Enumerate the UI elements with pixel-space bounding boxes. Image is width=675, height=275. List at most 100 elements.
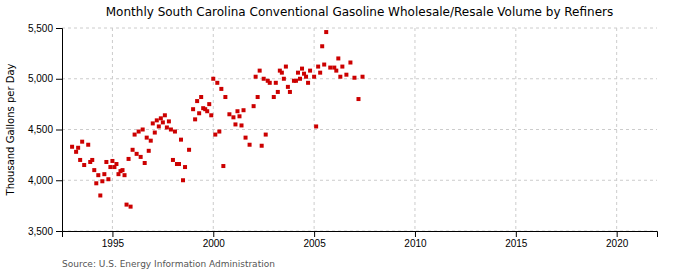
- point: [314, 124, 318, 128]
- point: [171, 158, 175, 162]
- x-tick-label: 2000: [203, 238, 226, 249]
- point: [78, 158, 82, 162]
- point: [318, 71, 322, 75]
- point: [205, 109, 209, 113]
- point: [161, 120, 165, 124]
- point: [217, 130, 221, 134]
- point: [300, 67, 304, 71]
- point: [233, 122, 237, 126]
- point: [153, 131, 157, 135]
- point: [296, 71, 300, 75]
- point: [116, 172, 120, 176]
- x-tick-label: 2015: [505, 238, 528, 249]
- y-tick: 4,000: [28, 175, 62, 186]
- y-tick: 4,500: [28, 124, 62, 135]
- point: [133, 133, 137, 137]
- x-tick-label: 1995: [102, 238, 125, 249]
- point: [294, 79, 298, 83]
- point: [338, 75, 342, 79]
- point: [151, 121, 155, 125]
- points: [70, 30, 364, 209]
- point: [274, 81, 278, 85]
- point: [248, 143, 252, 147]
- point: [264, 133, 268, 137]
- source: Source: U.S. Energy Information Administ…: [62, 259, 275, 269]
- point: [276, 90, 280, 94]
- point: [193, 117, 197, 121]
- point: [219, 87, 223, 91]
- point: [336, 56, 340, 60]
- point: [278, 69, 282, 73]
- point: [211, 77, 215, 81]
- y-tick-label: 5,000: [28, 73, 53, 84]
- x-tick-mark: [516, 231, 517, 237]
- point: [131, 148, 135, 152]
- point: [244, 136, 248, 140]
- point: [361, 75, 365, 79]
- point: [302, 72, 306, 76]
- point: [240, 123, 244, 127]
- y-tick: 3,500: [28, 226, 62, 237]
- y-grid-line: [62, 78, 657, 79]
- point: [227, 112, 231, 116]
- point: [254, 75, 258, 79]
- point: [322, 63, 326, 67]
- point: [100, 179, 104, 183]
- x-tick: 2020: [606, 231, 629, 249]
- point: [149, 139, 153, 143]
- point: [125, 203, 129, 207]
- point: [173, 130, 177, 134]
- point: [288, 90, 292, 94]
- y-tick-label: 4,500: [28, 124, 53, 135]
- x-tick: 2015: [505, 231, 528, 249]
- point: [213, 133, 217, 137]
- point: [80, 140, 84, 144]
- title: Monthly South Carolina Conventional Gaso…: [106, 5, 613, 19]
- point: [169, 128, 173, 132]
- point: [340, 65, 344, 69]
- x-tick: 1995: [102, 231, 125, 249]
- point: [179, 138, 183, 142]
- point: [96, 173, 100, 177]
- x-axis: 1995 2000 2005 2010 2015 2020: [63, 231, 658, 249]
- x-tick-mark: [112, 231, 113, 237]
- point: [306, 81, 310, 85]
- point: [282, 77, 286, 81]
- y-tick-mark: [56, 231, 62, 232]
- point: [237, 114, 241, 118]
- point: [74, 150, 78, 154]
- point: [195, 99, 199, 103]
- point: [76, 146, 80, 150]
- point: [197, 111, 201, 115]
- point: [92, 168, 96, 172]
- point: [102, 172, 106, 176]
- x-tick-label: 2010: [404, 238, 427, 249]
- point: [112, 165, 116, 169]
- point: [298, 77, 302, 81]
- point: [352, 76, 356, 80]
- point: [127, 157, 131, 161]
- y-grid-line: [62, 129, 657, 130]
- point: [201, 106, 205, 110]
- point: [258, 69, 262, 73]
- y-tick-label: 3,500: [28, 226, 53, 237]
- point: [221, 164, 225, 168]
- point: [260, 144, 264, 148]
- x-tick-mark: [314, 231, 315, 237]
- point: [320, 44, 324, 48]
- y-tick-mark: [56, 180, 62, 181]
- point: [155, 118, 159, 122]
- point: [159, 116, 163, 120]
- point: [272, 95, 276, 99]
- point: [98, 193, 102, 197]
- point: [167, 119, 171, 123]
- grid: [62, 28, 657, 231]
- point: [139, 155, 143, 159]
- point: [110, 159, 114, 163]
- x-grid-line: [515, 28, 516, 231]
- point: [356, 97, 360, 101]
- x-tick: 2005: [303, 231, 326, 249]
- point: [104, 160, 108, 164]
- point: [141, 128, 145, 132]
- point: [106, 177, 110, 181]
